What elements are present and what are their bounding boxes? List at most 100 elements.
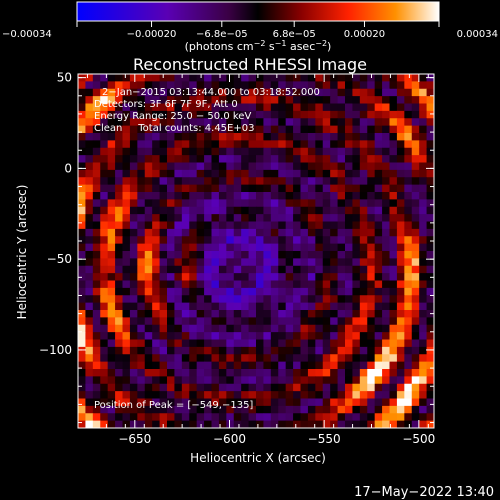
heatmap-cell <box>345 346 353 355</box>
heatmap-cell <box>189 228 198 237</box>
heatmap-cell <box>322 162 331 171</box>
heatmap-cell <box>293 214 301 222</box>
heatmap-cell <box>159 155 168 163</box>
heatmap-cell <box>374 295 383 304</box>
heatmap-cell <box>115 155 123 163</box>
heatmap-cell <box>241 302 249 311</box>
heatmap-cell <box>411 302 420 311</box>
heatmap-cell <box>107 265 116 274</box>
heatmap-cell <box>396 302 405 311</box>
heatmap-cell <box>285 354 294 363</box>
heatmap-cell <box>129 140 138 149</box>
heatmap-cell <box>285 361 294 370</box>
heatmap-cell <box>196 324 205 333</box>
heatmap-cell <box>426 184 434 193</box>
heatmap-cell <box>226 88 235 97</box>
heatmap-cell <box>129 265 138 274</box>
heatmap-cell <box>396 110 405 119</box>
heatmap-cell <box>218 420 227 428</box>
heatmap-cell <box>322 302 331 311</box>
heatmap-cell <box>218 140 227 149</box>
heatmap-cell <box>107 118 116 127</box>
heatmap-cell <box>248 295 257 304</box>
heatmap-cell <box>159 310 168 318</box>
heatmap-cell <box>129 236 138 245</box>
heatmap-cell <box>315 413 324 422</box>
heatmap-cell <box>248 228 257 237</box>
heatmap-cell <box>152 118 160 127</box>
heatmap-cell <box>404 177 413 186</box>
heatmap-cell <box>300 96 309 104</box>
heatmap-cell <box>241 155 249 163</box>
heatmap-cell <box>382 354 390 363</box>
heatmap-cell <box>152 295 160 304</box>
heatmap-cell <box>278 88 287 97</box>
heatmap-cell <box>419 391 427 399</box>
heatmap-cell <box>419 302 427 311</box>
heatmap-cell <box>315 287 324 296</box>
heatmap-cell <box>100 280 109 289</box>
heatmap-cell <box>122 361 131 370</box>
heatmap-cell <box>426 398 434 407</box>
heatmap-cell <box>404 236 413 245</box>
heatmap-cell <box>293 125 301 134</box>
heatmap-cell <box>85 332 94 340</box>
heatmap-cell <box>411 339 420 348</box>
heatmap-cell <box>419 287 427 296</box>
heatmap-cell <box>196 81 205 90</box>
heatmap-cell <box>300 199 309 208</box>
heatmap-cell <box>389 317 398 326</box>
heatmap-cell <box>144 324 153 333</box>
heatmap-cell <box>233 81 242 90</box>
heatmap-cell <box>196 96 205 104</box>
heatmap-cell <box>218 236 227 245</box>
heatmap-cell <box>115 81 123 90</box>
heatmap-cell <box>144 265 153 274</box>
heatmap-cell <box>144 280 153 289</box>
heatmap-cell <box>129 398 138 407</box>
heatmap-cell <box>107 88 116 97</box>
heatmap-cell <box>144 273 153 281</box>
heatmap-cell <box>419 96 427 104</box>
heatmap-cell <box>322 103 331 112</box>
heatmap-cell <box>359 155 368 163</box>
heatmap-cell <box>92 169 101 178</box>
heatmap-cell <box>374 214 383 222</box>
heatmap-cell <box>144 96 153 104</box>
heatmap-cell <box>374 96 383 104</box>
heatmap-cell <box>78 155 86 163</box>
heatmap-cell <box>248 192 257 200</box>
heatmap-cell <box>107 280 116 289</box>
heatmap-cell <box>352 287 361 296</box>
heatmap-cell <box>196 287 205 296</box>
heatmap-cell <box>396 251 405 259</box>
heatmap-cell <box>189 110 198 119</box>
heatmap-cell <box>92 147 101 156</box>
heatmap-cell <box>352 251 361 259</box>
heatmap-cell <box>107 103 116 112</box>
heatmap-cell <box>174 184 183 193</box>
heatmap-cell <box>285 324 294 333</box>
heatmap-cell <box>122 339 131 348</box>
heatmap-cell <box>345 405 353 414</box>
heatmap-cell <box>419 346 427 355</box>
heatmap-cell <box>92 221 101 230</box>
heatmap-cell <box>122 214 131 222</box>
heatmap-cell <box>196 206 205 215</box>
heatmap-cell <box>211 391 220 399</box>
heatmap-cell <box>352 280 361 289</box>
heatmap-cell <box>426 346 434 355</box>
heatmap-cell <box>322 221 331 230</box>
heatmap-cell <box>115 125 123 134</box>
heatmap-cell <box>159 96 168 104</box>
heatmap-cell <box>181 391 190 399</box>
heatmap-cell <box>359 103 368 112</box>
heatmap-cell <box>256 324 264 333</box>
heatmap-cell <box>218 206 227 215</box>
heatmap-cell <box>315 383 324 392</box>
heatmap-cell <box>322 324 331 333</box>
heatmap-cell <box>293 184 301 193</box>
heatmap-cell <box>189 103 198 112</box>
heatmap-cell <box>129 302 138 311</box>
